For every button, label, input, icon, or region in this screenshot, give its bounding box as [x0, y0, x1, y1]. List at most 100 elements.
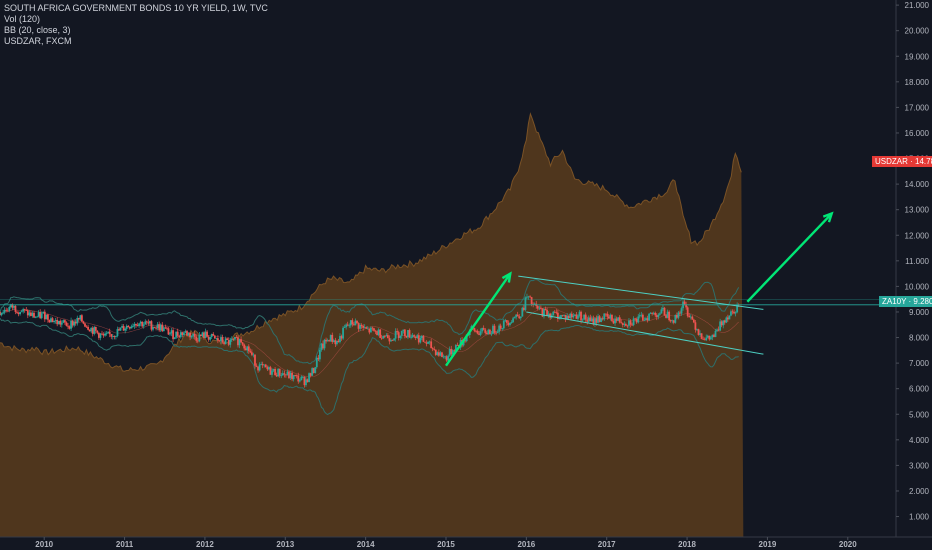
candle-body	[427, 341, 429, 344]
candle-body	[34, 317, 37, 319]
candle-body	[207, 336, 210, 340]
candle-body	[714, 330, 717, 338]
candle-body	[626, 325, 629, 327]
y-axis-panel[interactable]	[896, 0, 932, 550]
legend-usdzar[interactable]: USDZAR, FXCM	[4, 36, 72, 46]
candle-body	[170, 330, 173, 334]
candle-body	[445, 356, 448, 361]
candle-body	[209, 337, 212, 340]
candle-body	[507, 322, 510, 326]
candle-body	[275, 375, 278, 377]
arrow-rise-2015[interactable]	[445, 272, 512, 367]
candle-body	[411, 335, 414, 338]
candle-body	[87, 326, 89, 330]
candle-body	[430, 341, 433, 349]
candle-body	[484, 329, 487, 333]
candle-body	[360, 324, 363, 326]
candle-body	[54, 319, 57, 321]
candle-body	[258, 364, 261, 371]
candle-body	[376, 331, 378, 336]
candle-body	[552, 311, 555, 316]
candle-body	[22, 309, 25, 312]
candle-body	[713, 334, 715, 338]
candle-body	[606, 313, 609, 317]
candle-body	[56, 319, 59, 325]
candle-body	[711, 334, 714, 338]
usdzar-area-layer	[0, 112, 744, 538]
candle-body	[700, 333, 703, 339]
candle-body	[405, 335, 408, 338]
y-tick-label: 13.000	[905, 206, 930, 215]
candle-body	[144, 321, 147, 325]
bb-upper	[0, 278, 740, 365]
candle-body	[555, 312, 558, 313]
candle-body	[513, 317, 516, 319]
candle-body	[498, 325, 501, 332]
y-tick-label: 19.000	[905, 52, 930, 61]
candle-body	[267, 367, 270, 370]
candle-body	[730, 311, 732, 316]
candle-body	[417, 335, 420, 343]
legend-volume[interactable]: Vol (120)	[4, 14, 41, 24]
channel-lower-line[interactable]	[526, 311, 764, 355]
candle-body	[173, 337, 176, 340]
candle-body	[189, 332, 191, 338]
candle-body	[59, 320, 62, 325]
candle-body	[614, 318, 616, 324]
candle-body	[115, 335, 117, 337]
x-axis-panel[interactable]	[0, 537, 932, 550]
candle-body	[570, 313, 573, 318]
y-tick-label: 14.000	[905, 180, 930, 189]
candle-body	[425, 342, 428, 344]
candle-body	[33, 312, 35, 318]
candle-body	[577, 315, 579, 319]
candle-body	[280, 375, 283, 377]
candle-body	[504, 320, 507, 321]
candle-body	[155, 327, 157, 329]
candle-body	[111, 335, 114, 337]
candle-body	[13, 305, 15, 308]
candle-body	[181, 332, 184, 335]
candle-body	[543, 308, 545, 317]
candle-body	[317, 357, 320, 360]
candle-body	[193, 333, 196, 337]
candle-body	[649, 312, 652, 314]
candle-body	[165, 327, 168, 329]
candle-body	[326, 340, 329, 342]
candle-body	[377, 329, 380, 336]
candle-body	[77, 317, 80, 320]
candle-body	[618, 317, 621, 323]
legend-symbol-title[interactable]: SOUTH AFRICA GOVERNMENT BONDS 10 YR YIEL…	[4, 3, 268, 13]
candle-body	[39, 312, 42, 319]
candle-body	[271, 370, 273, 375]
candle-body	[329, 334, 332, 342]
candle-body	[237, 337, 239, 346]
legend-bollinger[interactable]: BB (20, close, 3)	[4, 25, 71, 35]
candle-body	[186, 331, 188, 336]
arrow-forecast-2019-head	[822, 211, 834, 223]
candle-body	[196, 340, 199, 342]
x-tick-label: 2017	[598, 540, 616, 549]
candle-body	[82, 321, 85, 324]
candle-body	[400, 330, 403, 336]
channel-upper-line[interactable]	[518, 275, 764, 310]
candle-body	[147, 322, 150, 324]
candle-body	[689, 316, 692, 318]
candle-body	[5, 309, 8, 311]
arrow-forecast-2019[interactable]	[746, 212, 833, 303]
candle-body	[105, 333, 108, 335]
candle-body	[492, 325, 494, 334]
candle-body	[102, 334, 105, 336]
candle-body	[419, 337, 422, 343]
x-tick-label: 2019	[759, 540, 777, 549]
candle-body	[340, 336, 343, 339]
candle-body	[362, 325, 365, 328]
candle-body	[442, 356, 445, 358]
candle-body	[167, 328, 170, 335]
candle-body	[410, 337, 412, 338]
y-tick-label: 17.000	[905, 103, 930, 112]
y-tick-label: 18.000	[905, 78, 930, 87]
candle-body	[493, 325, 496, 333]
